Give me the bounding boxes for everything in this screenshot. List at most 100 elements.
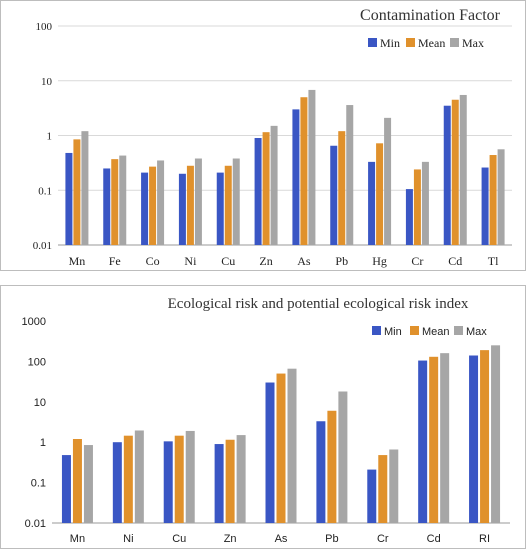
bar-pb-max [346, 105, 354, 245]
bar-cd-mean [429, 356, 439, 523]
legend-label-mean: Mean [418, 36, 445, 50]
legend-swatch-mean [410, 326, 419, 335]
bar-hg-max [384, 117, 392, 245]
bar-mn-min [65, 152, 73, 245]
bar-mn-max [83, 445, 93, 523]
bar-ri-max [491, 345, 501, 523]
bar-fe-max [119, 155, 127, 245]
bar-tl-min [481, 167, 489, 245]
category-label-zn: Zn [224, 533, 237, 545]
bar-tl-max [497, 149, 505, 245]
bar-as-mean [276, 373, 286, 523]
bar-cu-min [163, 441, 173, 523]
chart-title: Ecological risk and potential ecological… [168, 296, 469, 312]
category-label-as: As [297, 254, 311, 268]
legend-swatch-mean [406, 38, 415, 47]
bar-zn-min [254, 138, 262, 245]
y-tick-label: 1 [40, 437, 46, 449]
legend-label-max: Max [466, 326, 487, 338]
bar-hg-mean [376, 143, 384, 245]
category-label-tl: Tl [488, 254, 499, 268]
bar-cu-mean [224, 165, 232, 245]
category-label-pb: Pb [325, 533, 338, 545]
ecological-risk-chart: 0.01 0.1 1 10 100 1000 Mn Ni Cu Zn As Pb Cr Cd RI Ecolo… [0, 285, 526, 549]
bar-zn-mean [262, 132, 270, 245]
bar-cu-mean [174, 435, 184, 523]
category-label-ri: RI [479, 533, 490, 545]
bar-cr-min [367, 469, 377, 523]
bar-cr-min [405, 189, 413, 245]
category-label-co: Co [146, 254, 160, 268]
bar-as-min [292, 109, 300, 245]
bar-zn-mean [225, 439, 235, 523]
bar-pb-min [316, 421, 326, 523]
bar-cr-max [421, 161, 429, 245]
bar-pb-min [330, 145, 338, 245]
legend-swatch-min [368, 38, 377, 47]
bar-as-max [308, 89, 316, 245]
category-label-cu: Cu [221, 254, 235, 268]
bar-hg-min [368, 161, 376, 245]
bar-ni-max [194, 158, 202, 245]
legend-label-max: Max [462, 36, 484, 50]
y-tick-label: 0.01 [33, 240, 52, 252]
bar-pb-mean [338, 131, 346, 245]
bar-mn-mean [72, 439, 82, 523]
bar-mn-max [81, 131, 89, 245]
contamination-factor-chart: 0.01 0.1 1 10 100 Mn Fe Co Ni Cu Zn As Pb Hg Cr Cd Tl Con… [0, 0, 526, 271]
category-label-ni: Ni [184, 254, 197, 268]
category-label-as: As [275, 533, 288, 545]
bar-mn-mean [73, 139, 81, 245]
bar-cd-max [440, 353, 450, 523]
bar-as-min [265, 382, 275, 523]
bar-fe-min [103, 168, 111, 245]
category-label-hg: Hg [372, 254, 387, 268]
y-tick-label: 1 [47, 131, 53, 143]
bar-cu-min [216, 172, 224, 245]
chart-title: Contamination Factor [360, 7, 501, 24]
legend-label-min: Min [380, 36, 400, 50]
legend-swatch-max [454, 326, 463, 335]
bar-cr-mean [413, 169, 421, 245]
bar-fe-mean [111, 159, 119, 245]
bar-ri-mean [480, 350, 490, 523]
category-label-cr: Cr [411, 254, 423, 268]
legend-label-min: Min [384, 326, 402, 338]
contamination-factor-svg: 0.01 0.1 1 10 100 Mn Fe Co Ni Cu Zn As Pb Hg Cr Cd Tl Con… [0, 0, 526, 271]
category-label-mn: Mn [70, 533, 85, 545]
bar-cd-mean [451, 99, 459, 245]
bar-ni-max [134, 430, 144, 523]
bar-ni-mean [123, 435, 133, 523]
category-label-cd: Cd [427, 533, 441, 545]
y-tick-label: 0.1 [31, 478, 46, 490]
y-tick-label: 10 [41, 76, 53, 88]
category-label-mn: Mn [69, 254, 86, 268]
legend-label-mean: Mean [422, 326, 450, 338]
bar-co-max [157, 160, 165, 245]
bar-mn-min [61, 455, 71, 523]
y-tick-label: 0.1 [38, 185, 52, 197]
category-label-cu: Cu [172, 533, 186, 545]
legend-swatch-min [372, 326, 381, 335]
bar-co-mean [149, 166, 157, 245]
category-label-zn: Zn [259, 254, 272, 268]
y-tick-label: 10 [34, 397, 46, 409]
bar-ni-min [112, 442, 122, 523]
ecological-risk-svg: 0.01 0.1 1 10 100 1000 Mn Ni Cu Zn As Pb Cr Cd RI Ecolo… [0, 285, 526, 549]
bar-pb-max [338, 391, 348, 523]
y-tick-label: 0.01 [25, 518, 46, 530]
bar-pb-mean [327, 410, 337, 523]
category-label-cr: Cr [377, 533, 389, 545]
bar-cd-min [443, 105, 451, 245]
bar-cu-max [185, 430, 195, 523]
legend-swatch-max [450, 38, 459, 47]
category-label-fe: Fe [109, 254, 121, 268]
bar-cr-mean [378, 455, 388, 523]
bar-cd-min [418, 360, 428, 523]
bar-as-max [287, 368, 297, 523]
y-tick-label: 1000 [22, 316, 46, 328]
bar-ri-min [469, 355, 479, 523]
category-label-ni: Ni [123, 533, 133, 545]
y-tick-label: 100 [28, 356, 46, 368]
y-tick-label: 100 [36, 21, 53, 33]
